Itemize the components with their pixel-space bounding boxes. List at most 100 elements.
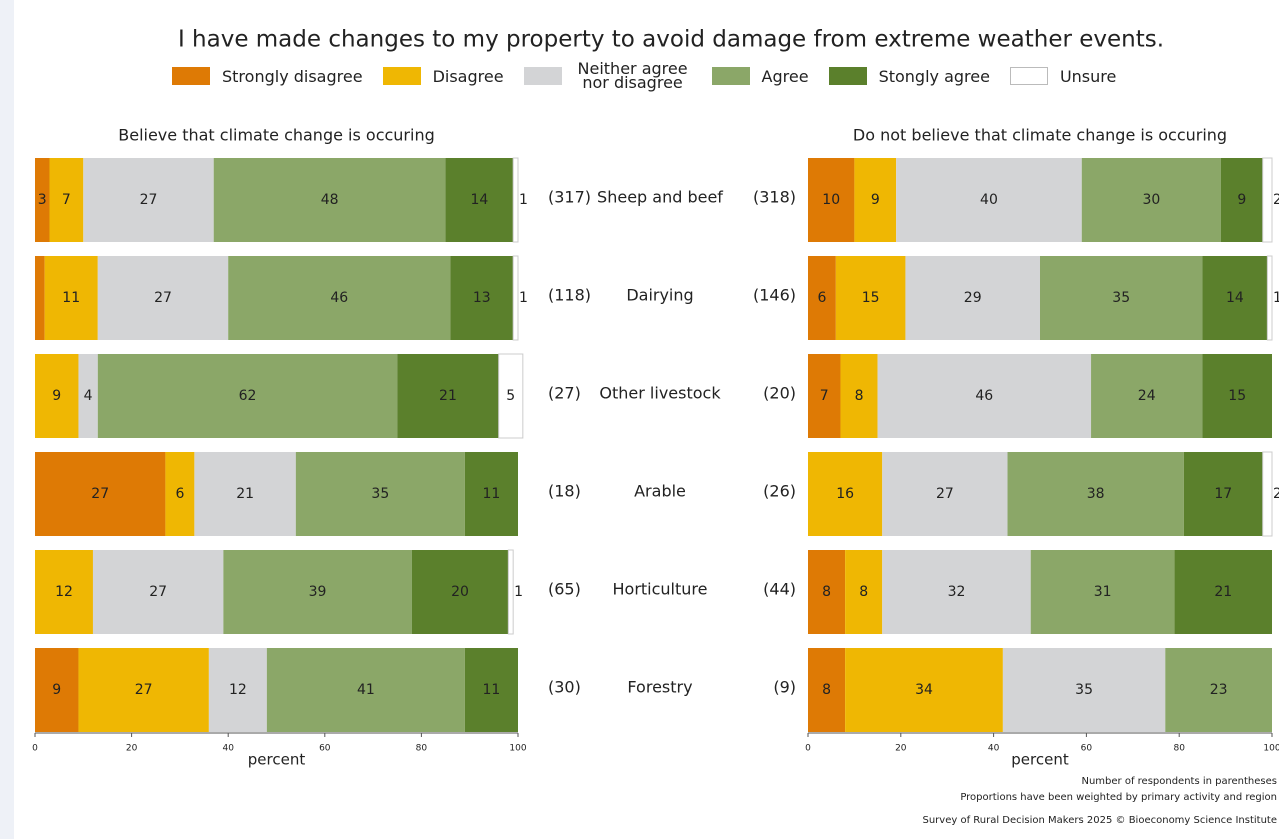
data-label: 1 bbox=[519, 192, 528, 208]
data-label: 17 bbox=[1214, 486, 1232, 502]
data-label: 46 bbox=[330, 290, 348, 306]
data-label: 27 bbox=[135, 682, 153, 698]
bar-segment bbox=[808, 158, 855, 242]
bar-segment bbox=[397, 354, 499, 438]
bar-segment bbox=[882, 550, 1031, 634]
bar-segment bbox=[1262, 157, 1273, 243]
bar-segment bbox=[905, 256, 1040, 340]
bar-segment bbox=[35, 452, 166, 536]
bar-segment bbox=[78, 354, 98, 438]
bar-segment bbox=[835, 256, 906, 340]
panel-subtitle: Believe that climate change is occuring bbox=[118, 126, 435, 145]
data-label: 23 bbox=[1210, 682, 1228, 698]
bar-segment bbox=[83, 158, 214, 242]
data-label: 15 bbox=[1228, 388, 1246, 404]
legend: Strongly disagree Disagree Neither agree n… bbox=[172, 61, 1136, 91]
bar-segment bbox=[896, 158, 1082, 242]
bar-segment bbox=[35, 256, 45, 340]
bar-segment bbox=[35, 158, 50, 242]
data-label: 8 bbox=[822, 682, 831, 698]
data-label: 20 bbox=[451, 584, 469, 600]
bar-segment bbox=[450, 256, 514, 340]
x-tick-label: 40 bbox=[222, 744, 234, 754]
bar-segment bbox=[808, 354, 841, 438]
x-axis-label: percent bbox=[248, 751, 306, 769]
respondent-count: (65) bbox=[548, 580, 581, 599]
data-label: 12 bbox=[55, 584, 73, 600]
bar-segment bbox=[882, 452, 1008, 536]
panel-subtitle: Do not believe that climate change is oc… bbox=[853, 126, 1227, 145]
data-label: 34 bbox=[915, 682, 933, 698]
bar-segment bbox=[1266, 255, 1273, 341]
data-label: 38 bbox=[1087, 486, 1105, 502]
bar-segment bbox=[1202, 256, 1268, 340]
data-label: 5 bbox=[506, 388, 515, 404]
bar-segment bbox=[35, 354, 79, 438]
data-label: 14 bbox=[1226, 290, 1244, 306]
legend-label: Disagree bbox=[432, 66, 504, 86]
footnote: Number of respondents in parentheses bbox=[1081, 776, 1277, 787]
data-label: 7 bbox=[62, 192, 71, 208]
data-label: 27 bbox=[91, 486, 109, 502]
x-tick-label: 0 bbox=[32, 744, 38, 754]
bar-segment bbox=[507, 549, 514, 635]
bar-segment bbox=[1030, 550, 1175, 634]
bar-segment bbox=[464, 452, 518, 536]
bar-segment bbox=[97, 354, 398, 438]
bar-segment bbox=[512, 157, 519, 243]
bar-segment bbox=[44, 256, 98, 340]
bar-segment bbox=[808, 648, 846, 732]
bar-segment bbox=[78, 648, 209, 732]
legend-item: Strongly disagree bbox=[172, 67, 363, 85]
data-label: 21 bbox=[1214, 584, 1232, 600]
bar-segment bbox=[464, 648, 518, 732]
data-label: 8 bbox=[855, 388, 864, 404]
bar-segment bbox=[1220, 158, 1263, 242]
data-label: 31 bbox=[1094, 584, 1112, 600]
data-label: 46 bbox=[975, 388, 993, 404]
bar-segment bbox=[266, 648, 465, 732]
bar-segment bbox=[213, 158, 446, 242]
x-tick-label: 80 bbox=[1173, 744, 1185, 754]
bar-segment bbox=[1165, 648, 1272, 732]
legend-item: Stongly agree bbox=[828, 67, 990, 85]
data-label: 62 bbox=[239, 388, 257, 404]
legend-swatch bbox=[1009, 67, 1048, 85]
x-axis-label: percent bbox=[1011, 751, 1069, 769]
category-label: Other livestock bbox=[599, 384, 721, 403]
category-label: Forestry bbox=[627, 678, 692, 697]
bar-segment bbox=[854, 158, 897, 242]
respondent-count: (30) bbox=[548, 678, 581, 697]
respondent-count: (18) bbox=[548, 482, 581, 501]
category-label: Horticulture bbox=[613, 580, 708, 599]
legend-label: Strongly disagree bbox=[222, 66, 363, 86]
bar-segment bbox=[1040, 256, 1203, 340]
bar-segment bbox=[845, 648, 1003, 732]
legend-swatch bbox=[828, 67, 867, 85]
x-tick-label: 20 bbox=[126, 744, 138, 754]
data-label: 11 bbox=[483, 682, 501, 698]
bar-segment bbox=[1262, 451, 1273, 537]
data-label: 12 bbox=[229, 682, 247, 698]
x-tick-label: 60 bbox=[1081, 744, 1093, 754]
respondent-count: (118) bbox=[548, 286, 591, 305]
data-label: 35 bbox=[1075, 682, 1093, 698]
data-label: 7 bbox=[820, 388, 829, 404]
bar-segment bbox=[840, 354, 878, 438]
respondent-count: (44) bbox=[763, 580, 796, 599]
bar-segment bbox=[97, 256, 229, 340]
bar-segment bbox=[1183, 452, 1263, 536]
bar-segment bbox=[165, 452, 195, 536]
bar-segment bbox=[877, 354, 1092, 438]
bar-segment bbox=[35, 648, 79, 732]
legend-label: Unsure bbox=[1059, 66, 1117, 86]
data-label: 15 bbox=[862, 290, 880, 306]
bar-segment bbox=[92, 550, 224, 634]
bar-segment bbox=[498, 353, 524, 439]
bar-segment bbox=[1174, 550, 1272, 634]
data-label: 10 bbox=[822, 192, 840, 208]
respondent-count: (146) bbox=[753, 286, 796, 305]
bar-segment bbox=[808, 452, 883, 536]
chart: I have made changes to my property to av… bbox=[32, 27, 1279, 827]
x-tick-label: 100 bbox=[1263, 744, 1279, 754]
